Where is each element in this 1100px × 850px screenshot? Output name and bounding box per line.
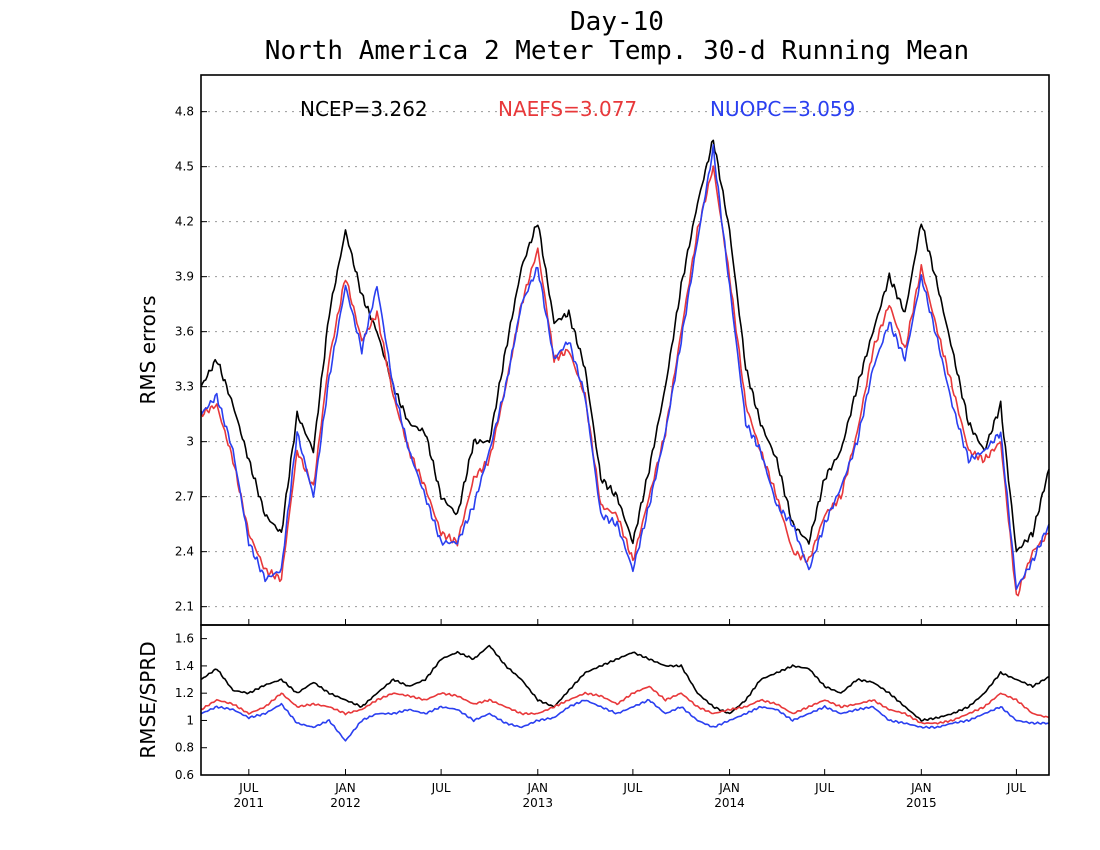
top-panel-y-tick-label: 3 [186, 435, 194, 449]
bottom-panel-series-line-1 [200, 685, 1050, 725]
stat-ncep: NCEP=3.262 [300, 97, 428, 121]
top-panel-series [200, 139, 1050, 597]
top-panel-y-tick-label: 3.6 [175, 325, 194, 339]
x-tick-month-label: JUL [622, 781, 642, 795]
bottom-panel-frame [200, 624, 1050, 776]
top-panel-y-tick-label: 2.1 [175, 600, 194, 614]
x-tick-month-label: JAN [910, 781, 932, 795]
x-tick-year-label: 2012 [330, 796, 361, 810]
stat-nuopc: NUOPC=3.059 [710, 97, 855, 121]
chart-title-line2: North America 2 Meter Temp. 30-d Running… [265, 36, 969, 66]
top-panel-y-tick-label: 4.8 [175, 105, 194, 119]
bottom-panel-y-tick-label: 1 [186, 713, 194, 727]
top-panel-frame [200, 74, 1050, 626]
bottom-panel-y-tick-label: 1.4 [175, 659, 194, 673]
top-panel-y-tick-label: 4.2 [175, 215, 194, 229]
x-tick-year-label: 2015 [906, 796, 937, 810]
top-panel-y-tick-label: 2.4 [175, 545, 194, 559]
stat-naefs: NAEFS=3.077 [498, 97, 637, 121]
x-tick-year-label: 2014 [714, 796, 745, 810]
bottom-panel-y-axis-label: RMSE/SPRD [136, 641, 160, 758]
top-panel-y-tick-label: 4.5 [175, 160, 194, 174]
top-panel-y-axis-label: RMS errors [136, 295, 160, 404]
x-tick-month-label: JUL [814, 781, 834, 795]
bottom-panel-y-tick-label: 0.8 [175, 741, 194, 755]
top-panel-y-tick-label: 3.9 [175, 270, 194, 284]
top-panel-series-line-2 [200, 144, 1050, 590]
x-tick-year-label: 2011 [234, 796, 265, 810]
x-tick-month-label: JAN [334, 781, 356, 795]
chart-title-line1: Day-10 [570, 7, 664, 37]
top-panel-series-line-0 [200, 139, 1050, 553]
bottom-panel-series-line-2 [200, 698, 1050, 742]
x-tick-month-label: JAN [718, 781, 740, 795]
bottom-panel-series [200, 644, 1050, 742]
bottom-panel-y-tick-label: 1.2 [175, 686, 194, 700]
top-panel-gridlines [201, 111, 1049, 608]
bottom-panel-y-tick-label: 0.6 [175, 768, 194, 782]
x-tick-month-label: JAN [527, 781, 549, 795]
x-tick-month-label: JUL [1006, 781, 1026, 795]
top-panel-y-ticks: 2.1 2.4 2.7 3 3.3 3.6 3.9 4.2 4.5 4.8 [175, 105, 207, 614]
bottom-panel-series-line-0 [200, 644, 1050, 722]
top-panel-y-tick-label: 2.7 [175, 490, 194, 504]
x-tick-month-label: JUL [431, 781, 451, 795]
top-panel-series-line-1 [200, 165, 1050, 597]
x-tick-year-label: 2013 [523, 796, 554, 810]
top-panel-y-tick-label: 3.3 [175, 380, 194, 394]
bottom-panel-y-tick-label: 1.6 [175, 632, 194, 646]
bottom-panel-y-ticks: 0.6 0.8 1 1.2 1.4 1.6 [175, 632, 207, 782]
x-tick-month-label: JUL [238, 781, 258, 795]
